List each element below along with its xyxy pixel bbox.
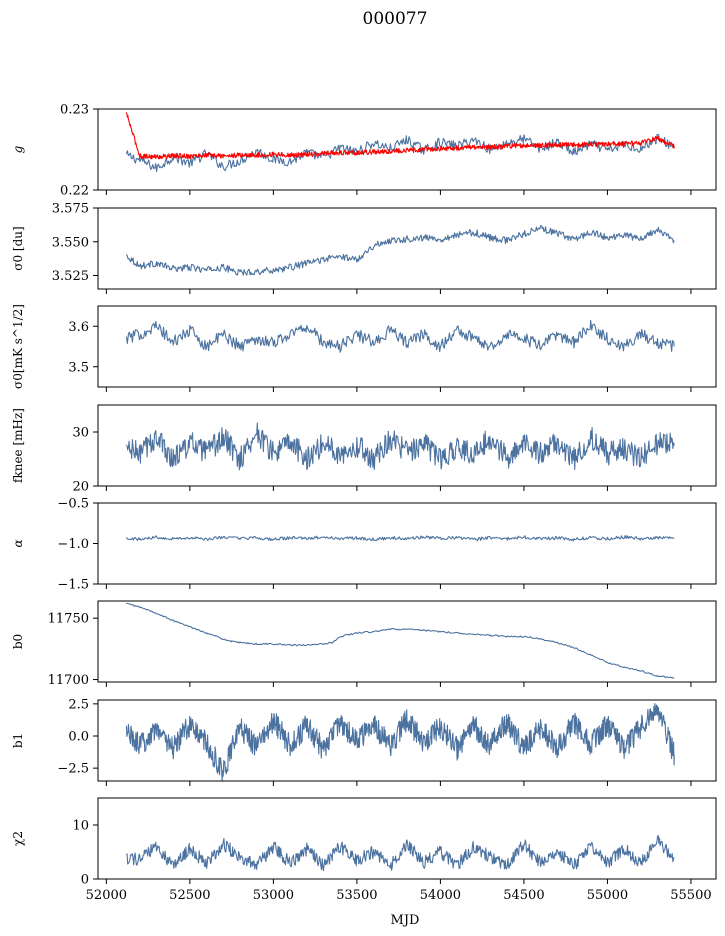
y-axis-label: g	[11, 145, 25, 153]
series-line-1	[125, 320, 675, 353]
y-tick-label: 11750	[48, 612, 89, 627]
axes-frame	[97, 699, 717, 782]
series-line-1	[125, 703, 675, 781]
y-tick-label: 10	[72, 819, 89, 834]
y-tick-label: 3.575	[52, 202, 89, 217]
axes-frame	[97, 305, 717, 388]
series-line-1	[125, 422, 675, 471]
y-axis-label: fknee [mHz]	[11, 408, 25, 483]
axes-frame	[97, 797, 717, 880]
series-line-1	[125, 535, 675, 542]
y-axis-label: b0	[11, 634, 25, 649]
x-tick-label: 54500	[503, 888, 544, 903]
y-tick-label: 3.6	[68, 320, 89, 335]
y-tick-label: 11700	[48, 673, 89, 688]
axes-frame	[97, 108, 717, 191]
x-tick-label: 52500	[169, 888, 210, 903]
y-tick-label: −1.5	[57, 578, 89, 593]
x-tick-label: 53500	[336, 888, 377, 903]
subplot-3: 3.5 3.6 σ0[mK s^1/2]	[11, 304, 717, 392]
x-tick-label: 55500	[670, 888, 711, 903]
y-tick-label: 3.550	[52, 235, 89, 250]
axes-frame	[97, 502, 717, 585]
y-axis-label: σ0[mK s^1/2]	[11, 304, 25, 389]
y-axis-label: σ0 [du]	[11, 226, 25, 270]
figure-title: 000077	[363, 9, 428, 29]
y-axis-label: b1	[11, 733, 25, 748]
y-tick-label: 3.525	[52, 269, 89, 284]
y-tick-label: 0	[81, 873, 89, 888]
y-axis-label: α	[11, 539, 25, 547]
x-tick-label: 52000	[86, 888, 127, 903]
axes-frame	[97, 600, 717, 683]
y-tick-label: −2.5	[57, 762, 89, 777]
subplot-1: 0.22 0.23 g	[11, 103, 717, 199]
x-tick-label: 55000	[587, 888, 628, 903]
y-tick-label: 0.23	[60, 103, 89, 118]
series-line-1	[126, 602, 675, 679]
y-tick-label: 20	[72, 480, 89, 495]
y-tick-label: 3.5	[68, 360, 89, 375]
series-line-2	[125, 112, 675, 160]
subplot-5: −1.5 −1.0 −0.5 α	[11, 497, 717, 593]
y-tick-label: 0.0	[68, 730, 89, 745]
x-tick-label: 54000	[420, 888, 461, 903]
subplot-2: 3.525 3.550 3.575 σ0 [du]	[11, 202, 717, 294]
y-tick-label: 2.5	[68, 697, 89, 712]
subplot-stack: 0.22 0.23 g 3.525 3.550 3.575 σ0 [du] 3.5 3.6 σ0[…	[11, 103, 717, 903]
axes-frame	[97, 404, 717, 487]
y-tick-label: −1.0	[57, 537, 89, 552]
axes-frame	[97, 207, 717, 290]
y-tick-label: 30	[72, 426, 89, 441]
y-axis-label: χ2	[11, 831, 25, 846]
series-line-1	[125, 225, 675, 276]
x-axis-label: MJD	[391, 913, 420, 928]
series-line-1	[125, 834, 675, 872]
x-tick-label: 53000	[253, 888, 294, 903]
y-tick-label: −0.5	[57, 497, 89, 512]
y-tick-label: 0.22	[60, 184, 89, 199]
subplot-6: 11700 11750 b0	[11, 600, 717, 688]
subplot-8: 0 10 52000 52500 53000 53500 54000 54500 55000 55…	[11, 797, 717, 903]
subplot-4: 20 30 fknee [mHz]	[11, 404, 717, 495]
subplot-7: −2.5 0.0 2.5 b1	[11, 697, 717, 786]
